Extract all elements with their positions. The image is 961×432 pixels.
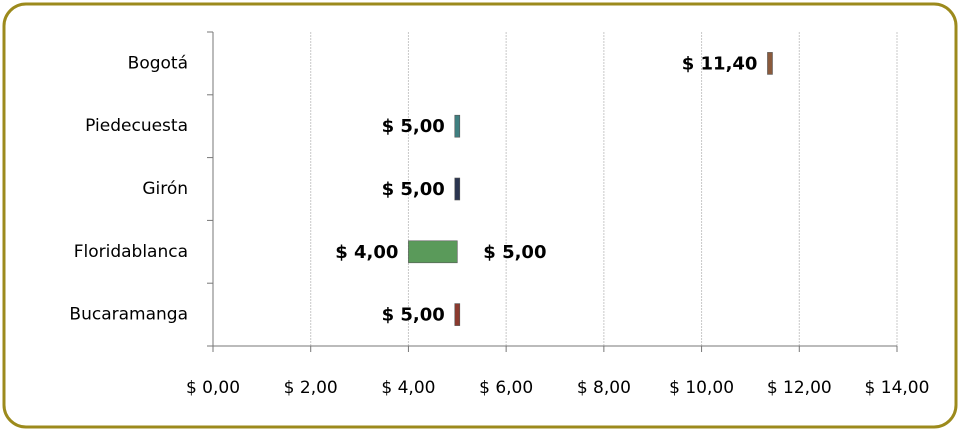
low-label: $ 5,00	[382, 116, 445, 137]
low-label: $ 5,00	[382, 305, 445, 326]
y-tick-label: Bucaramanga	[69, 305, 188, 325]
x-tick-label: $ 6,00	[479, 378, 533, 398]
range-bar	[408, 240, 458, 264]
y-tick-label: Piedecuesta	[85, 116, 188, 136]
range-bar	[454, 303, 461, 326]
low-label: $ 11,40	[682, 53, 758, 74]
range-bar	[454, 177, 461, 201]
x-tick-label: $ 10,00	[669, 378, 734, 398]
range-bar	[454, 114, 461, 138]
x-tick-label: $ 14,00	[865, 378, 930, 398]
y-tick-label: Floridablanca	[74, 242, 188, 262]
x-tick-label: $ 8,00	[577, 378, 631, 398]
y-tick-label: Girón	[142, 179, 188, 199]
y-tick-label: Bogotá	[128, 53, 188, 73]
x-tick-label: $ 0,00	[186, 378, 240, 398]
range-bar	[767, 52, 773, 75]
high-label: $ 5,00	[483, 242, 546, 263]
x-tick-label: $ 2,00	[284, 378, 338, 398]
low-label: $ 4,00	[335, 242, 398, 263]
x-tick-label: $ 12,00	[767, 378, 832, 398]
low-label: $ 5,00	[382, 179, 445, 200]
x-tick-label: $ 4,00	[381, 378, 435, 398]
